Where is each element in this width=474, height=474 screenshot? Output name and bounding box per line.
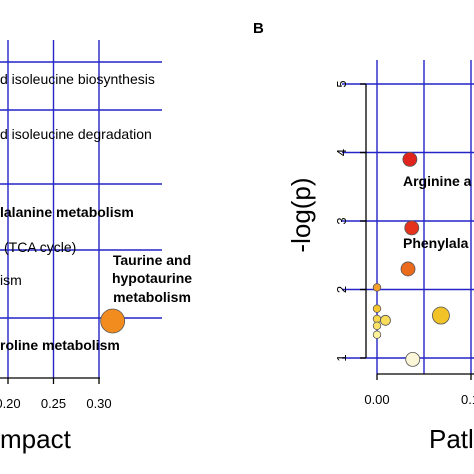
panel-a-x-axis-title: mpact (0, 424, 72, 454)
panel-a-point-label: Taurine and (113, 252, 191, 268)
panel-a-x-tick-label: 0.20 (0, 396, 21, 411)
panel-a: 0.200.250.30 d isoleucine biosynthesisd … (0, 40, 192, 454)
panel-b-points (372, 151, 450, 367)
panel-a-pathway-label: ism (0, 272, 22, 288)
panel-a-points: Taurine and hypotaurine metabolism (100, 252, 192, 334)
panel-a-pathway-label: d isoleucine degradation (0, 126, 152, 142)
panel-a-pathway-label: roline metabolism (0, 337, 120, 353)
panel-b-y-tick-label: 1 (334, 354, 349, 361)
panel-b-x-tick-label: 0.1 (461, 392, 474, 407)
panel-a-pathway-label: lalanine metabolism (0, 204, 134, 220)
panel-b: B 1 2 3 4 5 0.00 0.1 Arginine a Phenylala -log(… (253, 20, 474, 454)
panel-b-labels: Arginine a Phenylala (403, 173, 472, 251)
panel-b-letter: B (253, 20, 264, 37)
panel-b-y-tick-label: 2 (334, 286, 349, 293)
panel-a-labels: d isoleucine biosynthesis d isoleucine de… (0, 71, 155, 353)
panel-b-grid (342, 60, 474, 374)
panel-a-axes: 0.20 0.25 0.30 (0, 377, 112, 411)
panel-b-point (372, 304, 382, 313)
panel-a-point-label: hypotaurine (112, 270, 192, 286)
panel-a-point (100, 308, 126, 334)
panel-b-axes: 1 2 3 4 5 0.00 0.1 (334, 80, 474, 407)
panel-b-y-tick-label: 4 (334, 149, 349, 156)
panel-a-x-tick-label: 0.25 (41, 396, 66, 411)
panel-b-x-tick-label: 0.00 (364, 392, 389, 407)
panel-b-point (402, 151, 418, 167)
panel-b-pathway-label: Arginine a (403, 173, 472, 189)
panel-b-x-axis-title: Patl (429, 424, 474, 454)
panel-b-y-tick-label: 3 (334, 217, 349, 224)
panel-a-pathway-label: d isoleucine biosynthesis (0, 71, 155, 87)
panel-b-point (400, 261, 416, 277)
panel-b-point (372, 321, 382, 331)
panel-a-grid (0, 40, 162, 378)
panel-a-point-label: metabolism (113, 289, 191, 305)
panel-b-y-tick-label: 5 (334, 80, 349, 87)
panel-b-y-axis-title: -log(p) (286, 177, 316, 252)
panel-b-point (380, 314, 391, 326)
panel-a-x-tick-label: 0.30 (86, 396, 111, 411)
panel-b-point (405, 351, 421, 367)
panel-b-pathway-label: Phenylala (403, 235, 469, 251)
panel-a-pathway-label: (TCA cycle) (4, 239, 76, 255)
panel-b-point (432, 306, 450, 325)
panel-b-point (372, 283, 382, 292)
panel-b-point (404, 220, 420, 236)
panel-b-point (372, 330, 382, 339)
